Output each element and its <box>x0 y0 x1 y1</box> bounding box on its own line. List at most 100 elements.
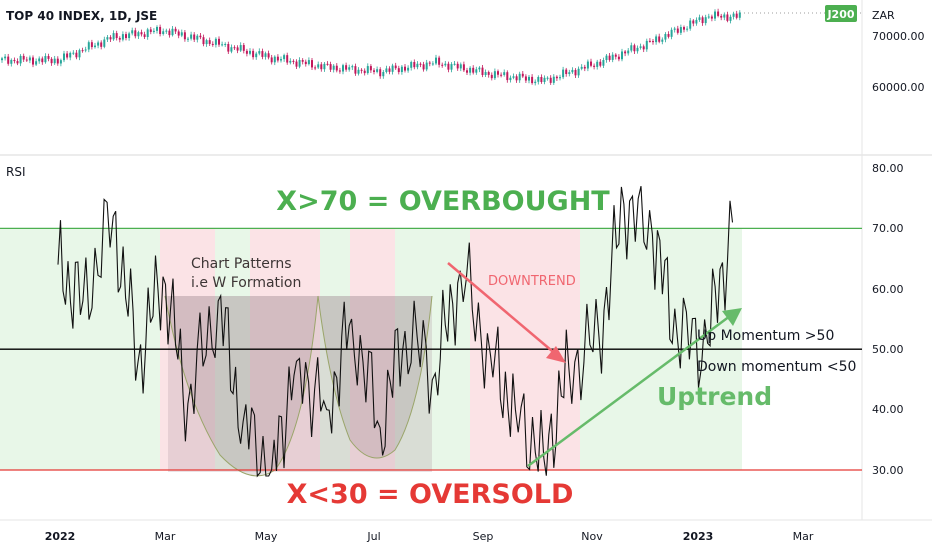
candle-body <box>298 60 301 67</box>
price-candle <box>400 65 403 75</box>
price-candle <box>537 75 540 85</box>
candle-body <box>261 51 264 57</box>
price-candle <box>453 61 456 66</box>
candle-body <box>273 56 276 63</box>
candle-body <box>168 30 171 36</box>
price-candle <box>230 44 233 54</box>
candle-body <box>84 49 87 51</box>
price-candle <box>515 74 518 83</box>
rsi-tick-50: 50.00 <box>872 343 904 356</box>
price-candle <box>602 57 605 69</box>
candle-body <box>373 70 375 72</box>
candle-body <box>447 63 450 70</box>
candle-body <box>537 77 540 82</box>
price-candle <box>484 69 487 78</box>
price-candle <box>540 74 543 84</box>
candle-body <box>636 47 639 52</box>
price-candle <box>391 63 394 75</box>
price-candle <box>683 25 685 33</box>
price-candle <box>38 56 41 64</box>
price-candle <box>47 53 50 62</box>
price-candles <box>1 8 741 86</box>
candle-body <box>131 30 134 34</box>
price-candle <box>441 62 444 68</box>
candle-body <box>320 64 323 70</box>
candle-body <box>121 34 124 40</box>
price-candle <box>270 54 273 65</box>
price-candle <box>354 63 357 76</box>
candle-body <box>103 39 106 47</box>
candle-body <box>22 55 25 60</box>
candle-body <box>193 34 196 40</box>
price-candle <box>617 54 620 62</box>
candle-body <box>574 69 577 76</box>
candle-body <box>270 57 273 63</box>
price-candle <box>382 69 385 79</box>
candle-body <box>645 40 648 50</box>
price-candle <box>562 66 565 80</box>
price-candle <box>639 43 642 50</box>
candle-body <box>500 74 503 76</box>
price-candle <box>658 33 661 44</box>
price-candle <box>174 26 177 35</box>
price-candle <box>180 29 183 38</box>
candle-body <box>342 65 344 72</box>
candle-body <box>59 60 62 64</box>
candle-body <box>469 67 472 73</box>
candle-body <box>174 28 177 32</box>
candle-body <box>481 67 484 76</box>
price-panel-title: TOP 40 INDEX, 1D, JSE <box>6 9 157 23</box>
candle-body <box>503 72 506 75</box>
candle-body <box>109 37 112 40</box>
price-candle <box>614 53 617 60</box>
price-candle <box>289 58 292 65</box>
rsi-tick-70: 70.00 <box>872 222 904 235</box>
price-candle <box>103 36 106 49</box>
price-candle <box>512 73 515 80</box>
candle-body <box>264 53 267 57</box>
candle-body <box>106 37 109 40</box>
candle-body <box>156 26 158 31</box>
price-candle <box>19 54 22 67</box>
candle-body <box>723 14 726 18</box>
price-candle <box>187 36 189 42</box>
candle-body <box>686 28 689 30</box>
candle-body <box>227 43 230 52</box>
candle-body <box>735 13 738 18</box>
candle-body <box>515 76 518 81</box>
candle-body <box>50 58 53 64</box>
price-candle <box>360 68 363 74</box>
price-candle <box>56 56 59 66</box>
price-candle <box>118 36 121 43</box>
price-candle <box>549 75 552 85</box>
price-candle <box>577 66 580 78</box>
candle-body <box>478 67 481 70</box>
candle-body <box>534 81 537 84</box>
price-candle <box>648 38 651 43</box>
candle-body <box>345 65 348 70</box>
price-candle <box>239 42 242 52</box>
price-candle <box>97 40 100 49</box>
price-candle <box>7 53 10 66</box>
rsi-tick-80: 80.00 <box>872 162 904 175</box>
price-candle <box>710 14 713 22</box>
candle-body <box>1 58 3 61</box>
candle-body <box>224 43 227 45</box>
candle-body <box>177 31 180 36</box>
candle-body <box>497 71 499 75</box>
price-candle <box>521 71 524 78</box>
price-candle <box>242 42 245 54</box>
price-candle <box>673 26 676 33</box>
price-candle <box>183 30 186 42</box>
candle-body <box>466 70 468 73</box>
price-candle <box>605 53 608 63</box>
candle-body <box>354 66 357 74</box>
currency-label: ZAR <box>872 9 895 22</box>
price-candle <box>143 31 146 40</box>
price-candle <box>298 57 301 69</box>
candle-body <box>112 33 115 40</box>
price-candle <box>645 38 648 52</box>
candle-body <box>317 64 320 68</box>
candle-body <box>304 61 307 65</box>
price-candle <box>596 59 599 70</box>
